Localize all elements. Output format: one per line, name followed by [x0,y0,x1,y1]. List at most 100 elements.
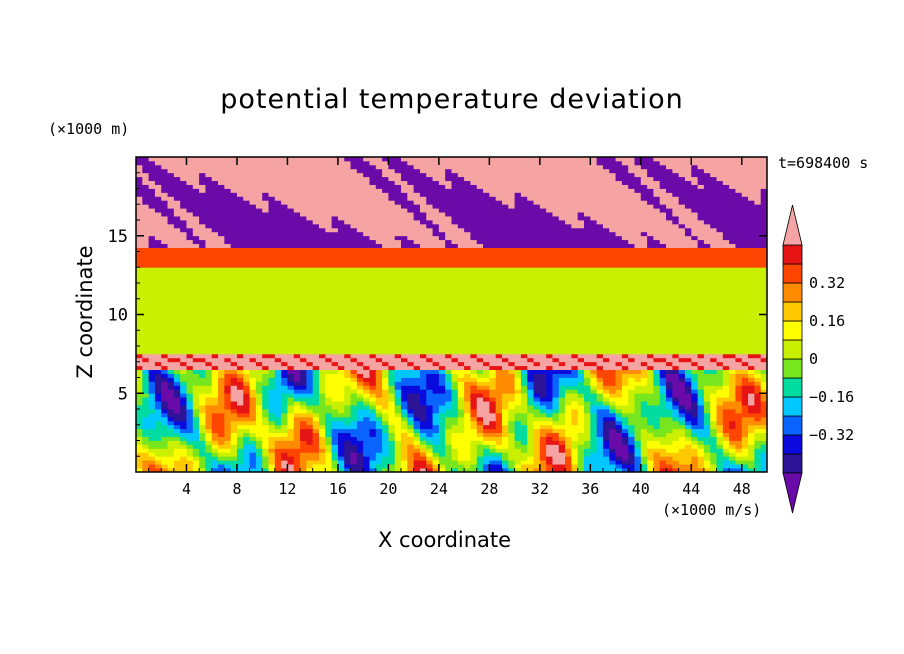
field-cell [262,353,269,359]
field-cell [546,330,553,335]
field-cell [318,373,326,378]
field-cell [142,330,150,335]
field-cell [249,460,257,465]
field-cell [180,468,187,472]
field-cell [224,283,232,288]
field-cell [470,369,478,374]
field-cell [508,416,515,422]
field-cell [211,420,219,426]
field-cell [136,310,143,315]
field-cell [621,275,629,280]
field-cell [748,338,755,343]
field-cell [394,432,402,437]
field-cell [640,468,648,472]
field-cell [470,294,478,300]
field-cell [565,275,572,280]
field-cell [520,286,528,292]
field-cell [489,342,497,347]
field-cell [741,369,749,374]
field-cell [161,428,168,434]
field-cell [318,286,326,292]
field-cell [684,436,692,441]
field-cell [318,334,326,339]
field-cell [584,405,591,410]
field-cell [199,448,206,453]
field-cell [539,468,547,472]
field-cell [344,456,351,461]
field-cell [489,393,497,398]
field-cell [186,373,194,378]
field-cell [205,409,213,414]
field-cell [230,302,238,308]
field-cell [691,334,698,339]
field-cell [495,389,503,394]
field-cell [754,468,762,472]
field-cell [312,381,320,386]
field-cell [300,338,307,343]
field-cell [703,409,711,414]
field-cell [672,416,680,422]
field-cell [621,365,629,371]
field-cell [306,326,314,331]
field-cell [577,373,585,378]
field-cell [350,302,358,308]
field-cell [312,444,320,449]
field-cell [344,440,351,445]
field-cell [445,452,452,457]
field-cell [218,326,225,331]
field-cell [350,436,358,441]
field-cell [621,369,629,374]
field-cell [464,436,471,441]
field-cell [167,283,175,288]
field-cell [438,294,446,300]
field-cell [666,436,673,441]
field-cell [186,448,194,453]
field-cell [754,279,762,284]
field-cell [558,290,566,296]
field-cell [192,369,200,374]
field-cell [470,349,478,355]
field-cell [483,369,490,374]
field-cell [438,397,446,402]
field-cell [325,424,333,430]
field-cell [388,448,396,453]
field-cell [161,389,168,394]
field-cell [691,361,698,367]
field-cell [236,338,244,343]
field-cell [375,275,383,280]
field-cell [684,290,692,296]
field-cell [558,393,566,398]
field-cell [741,326,749,331]
field-cell [211,428,219,434]
field-cell [621,279,629,284]
field-cell [325,373,333,378]
field-cell [691,444,698,449]
field-cell [483,456,490,461]
field-cell [729,401,736,406]
field-cell [508,412,515,418]
field-cell [419,334,427,339]
field-cell [262,286,269,292]
field-cell [489,353,497,359]
field-cell [501,436,509,441]
field-cell [186,338,194,343]
field-cell [722,460,730,465]
field-cell [596,275,604,280]
field-cell [476,420,484,426]
field-cell [401,353,408,359]
field-cell [703,401,711,406]
field-cell [293,416,301,422]
field-cell [167,294,175,300]
field-cell [729,357,736,363]
field-cell [438,432,446,437]
field-cell [464,420,471,426]
field-cell [621,436,629,441]
field-cell [697,275,705,280]
field-cell [628,357,635,363]
field-cell [325,401,333,406]
field-cell [760,460,767,465]
field-cell [659,440,667,445]
field-cell [527,397,534,402]
field-cell [186,298,194,304]
field-cell [565,464,572,469]
